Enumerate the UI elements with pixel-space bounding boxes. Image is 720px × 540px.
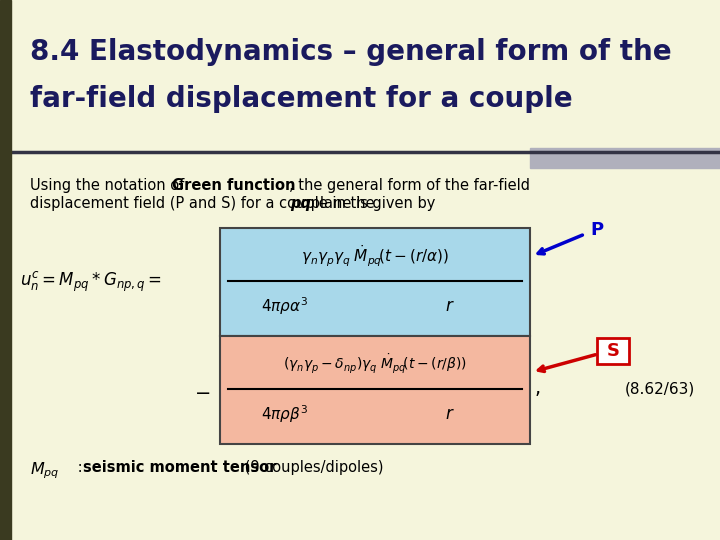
Text: $4\pi\rho\alpha^3$: $4\pi\rho\alpha^3$ [261,295,309,317]
Text: seismic moment tensor: seismic moment tensor [83,460,276,475]
Text: , the general form of the far-field: , the general form of the far-field [289,178,530,193]
Text: S: S [606,342,619,360]
Text: Using the notation of: Using the notation of [30,178,189,193]
Text: 8.4 Elastodynamics – general form of the: 8.4 Elastodynamics – general form of the [30,38,672,66]
Text: P: P [590,221,603,239]
Text: (8.62/63): (8.62/63) [625,381,695,396]
Text: $\gamma_n\gamma_p\gamma_q\;\dot{M}_{pq}\!\left(t-(r/\alpha)\right)$: $\gamma_n\gamma_p\gamma_q\;\dot{M}_{pq}\… [301,243,449,269]
Text: $r$: $r$ [445,297,455,315]
Bar [220,228,530,336]
Text: pq: pq [290,196,311,211]
Text: $M_{pq}$: $M_{pq}$ [30,460,60,481]
Text: $-$: $-$ [194,381,210,401]
Text: plane is given by: plane is given by [306,196,436,211]
Bar [0,0,11,540]
Text: displacement field (P and S) for a couple in the: displacement field (P and S) for a coupl… [30,196,379,211]
Text: $(\gamma_n\gamma_p - \delta_{np})\gamma_q\;\dot{M}_{pq}\!\left(t-(r/\beta)\right: $(\gamma_n\gamma_p - \delta_{np})\gamma_… [283,353,467,375]
Text: (9 couples/dipoles): (9 couples/dipoles) [240,460,384,475]
Text: :: : [73,460,87,475]
Text: $4\pi\rho\beta^3$: $4\pi\rho\beta^3$ [261,403,309,425]
Bar [220,336,530,444]
Text: $u_n^c = M_{pq} * G_{np,q} =$: $u_n^c = M_{pq} * G_{np,q} =$ [20,270,162,294]
Text: far-field displacement for a couple: far-field displacement for a couple [30,85,572,113]
Text: $r$: $r$ [445,405,455,423]
Text: Green function: Green function [172,178,295,193]
FancyBboxPatch shape [597,338,629,364]
Bar [530,148,720,168]
Text: ,: , [535,380,541,399]
